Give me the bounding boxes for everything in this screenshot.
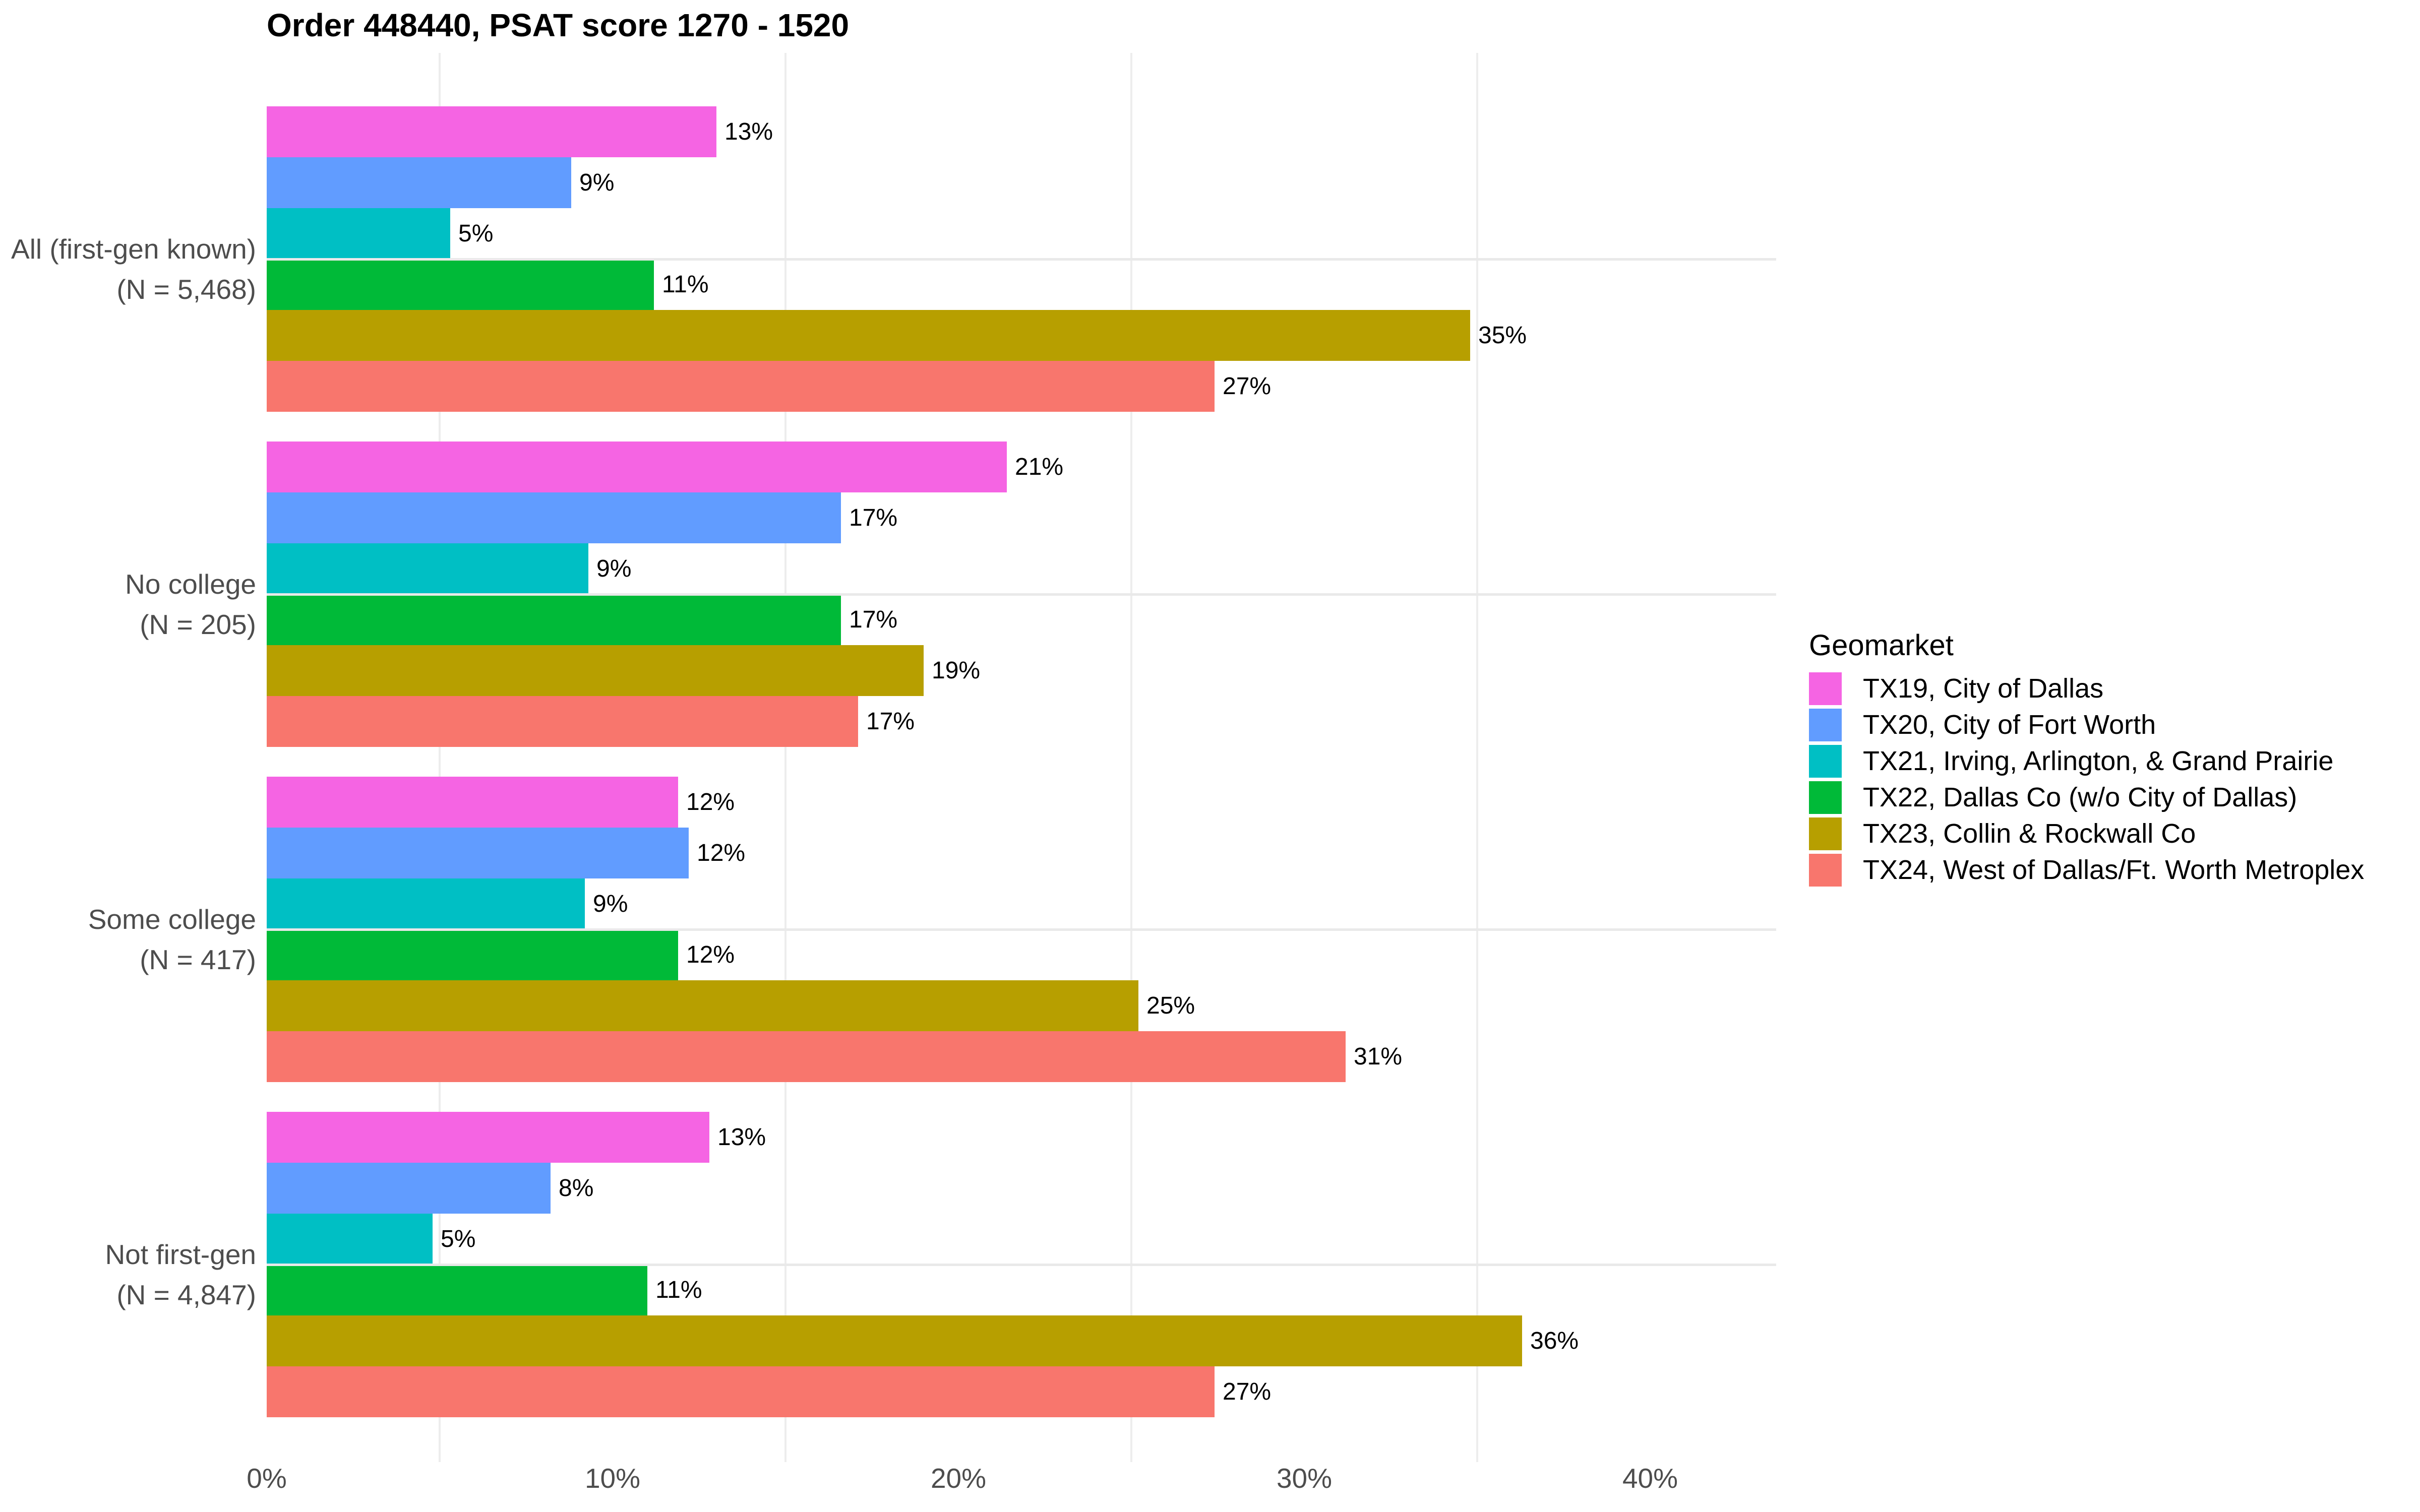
legend-item: TX23, Collin & Rockwall Co	[1809, 817, 2364, 850]
bar-value-label: 17%	[849, 606, 898, 633]
legend-item-label: TX21, Irving, Arlington, & Grand Prairie	[1863, 746, 2334, 776]
legend-key-swatch	[1809, 745, 1842, 778]
category-label-line: All (first-gen known)	[11, 233, 256, 265]
legend-item-label: TX19, City of Dallas	[1863, 673, 2104, 704]
minor-gridline-x	[1476, 53, 1478, 1462]
bar-value-label: 9%	[593, 891, 628, 917]
bar-tx19-group1	[267, 106, 716, 157]
bar-tx21-group3	[267, 878, 585, 929]
bar-value-label: 17%	[849, 505, 898, 531]
legend-item: TX20, City of Fort Worth	[1809, 709, 2364, 741]
category-label-line: (N = 5,468)	[116, 274, 256, 305]
bar-value-label: 9%	[579, 169, 615, 196]
bar-tx22-group1	[267, 259, 654, 310]
x-tick-label: 40%	[1622, 1463, 1678, 1494]
bar-value-label: 11%	[655, 1277, 702, 1303]
bar-tx24-group2	[267, 696, 858, 747]
bar-tx21-group4	[267, 1214, 433, 1265]
legend-item-label: TX22, Dallas Co (w/o City of Dallas)	[1863, 782, 2297, 812]
bar-tx20-group3	[267, 828, 689, 878]
category-label: Not first-gen (N = 4,847)	[0, 1234, 256, 1315]
legend-key-swatch	[1809, 781, 1842, 814]
legend-key-swatch	[1809, 854, 1842, 887]
bar-value-label: 27%	[1223, 373, 1272, 400]
bar-tx22-group4	[267, 1265, 647, 1315]
legend-item: TX19, City of Dallas	[1809, 672, 2364, 705]
category-label: Some college (N = 417)	[0, 899, 256, 980]
legend-key-swatch	[1809, 709, 1842, 741]
legend-item-label: TX23, Collin & Rockwall Co	[1863, 818, 2196, 849]
x-tick-label: 20%	[930, 1463, 987, 1494]
legend-item-label: TX20, City of Fort Worth	[1863, 710, 2156, 740]
bar-tx20-group4	[267, 1163, 551, 1214]
bar-value-label: 35%	[1478, 322, 1527, 349]
bar-value-label: 25%	[1146, 992, 1195, 1019]
category-label-line: Some college	[88, 904, 256, 935]
bar-tx19-group4	[267, 1112, 709, 1163]
category-label-line: Not first-gen	[105, 1239, 256, 1270]
bar-tx23-group1	[267, 310, 1470, 361]
bar-tx19-group2	[267, 442, 1007, 492]
category-label-line: (N = 205)	[140, 609, 256, 640]
minor-gridline-x	[784, 53, 786, 1462]
bar-tx19-group3	[267, 777, 678, 828]
major-gridline-y	[267, 928, 1776, 931]
bar-value-label: 17%	[866, 708, 915, 735]
category-label-line: No college	[125, 569, 256, 600]
legend-key-swatch	[1809, 672, 1842, 705]
plot-panel: 13% 9% 5% 11% 35% 27% 21% 17% 9% 17% 19% 17% 12% 12% 9…	[267, 53, 1776, 1462]
bar-value-label: 12%	[686, 789, 735, 815]
major-gridline-y	[267, 593, 1776, 596]
bar-value-label: 36%	[1530, 1328, 1579, 1354]
bar-value-label: 11%	[662, 271, 709, 298]
legend-item: TX21, Irving, Arlington, & Grand Prairie	[1809, 745, 2364, 778]
bar-value-label: 8%	[559, 1175, 594, 1202]
bar-value-label: 12%	[686, 941, 735, 968]
bar-value-label: 27%	[1223, 1378, 1272, 1405]
legend: Geomarket TX19, City of Dallas TX20, City…	[1809, 629, 2364, 890]
legend-title: Geomarket	[1809, 629, 1954, 662]
bar-value-label: 5%	[458, 220, 494, 247]
category-label-line: (N = 4,847)	[116, 1279, 256, 1310]
bar-tx20-group2	[267, 492, 841, 543]
bar-value-label: 21%	[1015, 454, 1064, 480]
bar-tx24-group4	[267, 1366, 1215, 1417]
bar-value-label: 19%	[932, 657, 981, 684]
x-tick-label: 0%	[247, 1463, 287, 1494]
bar-tx22-group3	[267, 929, 678, 980]
legend-item: TX24, West of Dallas/Ft. Worth Metroplex	[1809, 854, 2364, 887]
bar-tx21-group2	[267, 543, 588, 594]
x-tick-label: 10%	[584, 1463, 641, 1494]
bar-tx22-group2	[267, 594, 841, 645]
bar-value-label: 13%	[724, 118, 773, 145]
bar-tx23-group2	[267, 645, 924, 696]
bar-tx24-group1	[267, 361, 1215, 412]
minor-gridline-x	[1130, 53, 1132, 1462]
category-label-line: (N = 417)	[140, 944, 256, 975]
bar-value-label: 5%	[441, 1226, 476, 1252]
major-gridline-y	[267, 1264, 1776, 1266]
legend-item: TX22, Dallas Co (w/o City of Dallas)	[1809, 781, 2364, 814]
category-label: All (first-gen known) (N = 5,468)	[0, 229, 256, 309]
bar-value-label: 9%	[596, 555, 632, 582]
bar-tx23-group4	[267, 1315, 1522, 1366]
bar-value-label: 13%	[717, 1124, 766, 1151]
bar-tx20-group1	[267, 157, 571, 208]
minor-gridline-x	[439, 53, 441, 1462]
category-label: No college (N = 205)	[0, 564, 256, 645]
legend-item-label: TX24, West of Dallas/Ft. Worth Metroplex	[1863, 855, 2365, 885]
bar-value-label: 12%	[697, 840, 746, 866]
x-tick-label: 30%	[1276, 1463, 1333, 1494]
bar-tx21-group1	[267, 208, 450, 259]
legend-key-swatch	[1809, 817, 1842, 850]
major-gridline-y	[267, 258, 1776, 261]
bar-value-label: 31%	[1354, 1043, 1403, 1070]
legend-items: TX19, City of Dallas TX20, City of Fort W…	[1809, 672, 2364, 887]
bar-tx23-group3	[267, 980, 1138, 1031]
bar-tx24-group3	[267, 1031, 1346, 1082]
chart-title: Order 448440, PSAT score 1270 - 1520	[267, 7, 850, 43]
